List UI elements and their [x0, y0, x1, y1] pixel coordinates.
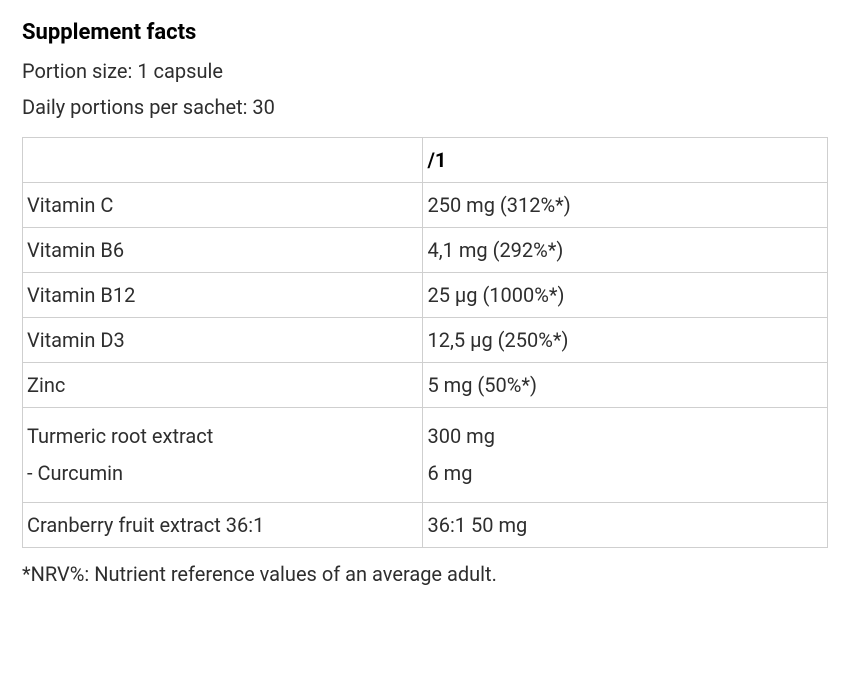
nutrient-name: Vitamin B6: [23, 228, 423, 273]
nutrient-name: Zinc: [23, 363, 423, 408]
nutrient-value: 300 mg6 mg: [423, 408, 828, 503]
nutrient-name: Turmeric root extract- Curcumin: [23, 408, 423, 503]
table-row: Zinc 5 mg (50%*): [23, 363, 828, 408]
nutrient-value: 12,5 µg (250%*): [423, 318, 828, 363]
table-row: Vitamin C 250 mg (312%*): [23, 183, 828, 228]
nutrient-value: 250 mg (312%*): [423, 183, 828, 228]
nutrient-value: 36:1 50 mg: [423, 503, 828, 548]
header-name: [23, 138, 423, 183]
supplement-table: /1 Vitamin C 250 mg (312%*) Vitamin B6 4…: [22, 137, 828, 548]
table-row: Vitamin B12 25 µg (1000%*): [23, 273, 828, 318]
header-value: /1: [423, 138, 828, 183]
nutrient-value: 4,1 mg (292%*): [423, 228, 828, 273]
table-header-row: /1: [23, 138, 828, 183]
portion-size-line: Portion size: 1 capsule: [22, 59, 840, 83]
footnote: *NRV%: Nutrient reference values of an a…: [22, 562, 840, 586]
table-row: Turmeric root extract- Curcumin 300 mg6 …: [23, 408, 828, 503]
table-row: Cranberry fruit extract 36:1 36:1 50 mg: [23, 503, 828, 548]
nutrient-value: 5 mg (50%*): [423, 363, 828, 408]
nutrient-value: 25 µg (1000%*): [423, 273, 828, 318]
servings-line: Daily portions per sachet: 30: [22, 95, 840, 119]
nutrient-name: Vitamin B12: [23, 273, 423, 318]
nutrient-name: Vitamin C: [23, 183, 423, 228]
table-row: Vitamin B6 4,1 mg (292%*): [23, 228, 828, 273]
nutrient-name: Vitamin D3: [23, 318, 423, 363]
nutrient-name: Cranberry fruit extract 36:1: [23, 503, 423, 548]
table-row: Vitamin D3 12,5 µg (250%*): [23, 318, 828, 363]
supplement-facts-title: Supplement facts: [22, 20, 840, 45]
